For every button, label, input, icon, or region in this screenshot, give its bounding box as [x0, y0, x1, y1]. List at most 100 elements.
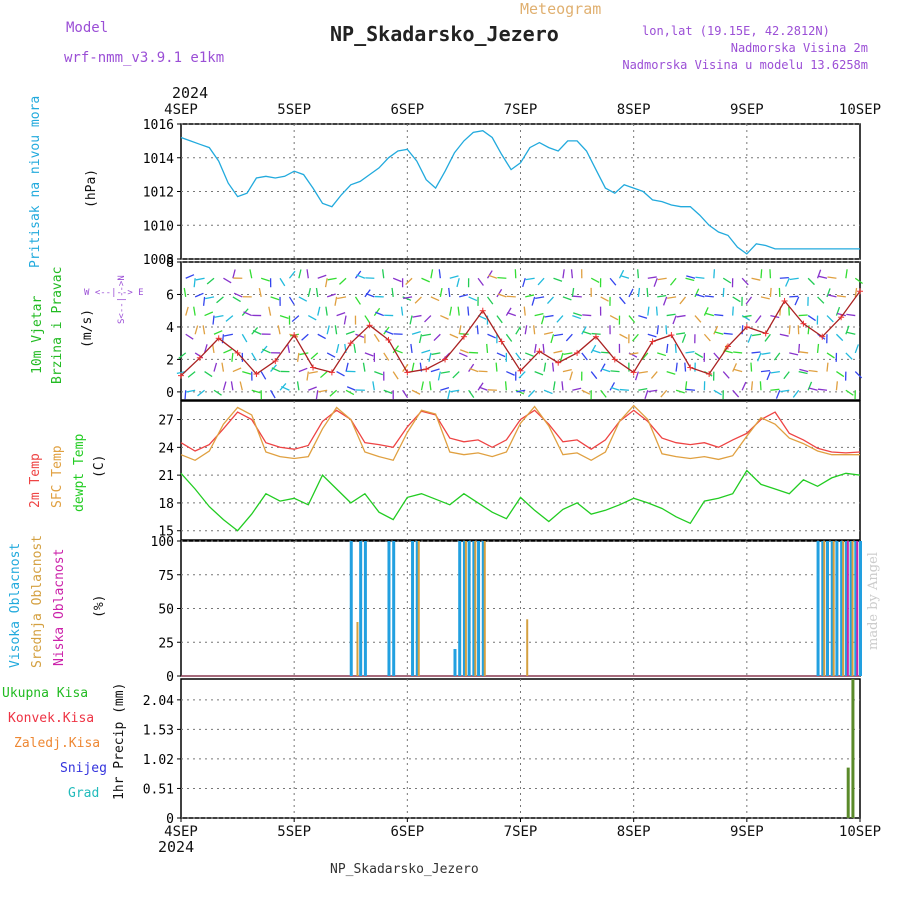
wind-arrow: [590, 277, 600, 284]
wind-arrow: [216, 296, 224, 304]
wind-arrow: [488, 274, 498, 279]
wind-arrow: [590, 344, 597, 354]
cloud-high-bar: [816, 541, 820, 676]
wind-arrow: [601, 368, 611, 373]
wind-arrow: [638, 387, 648, 391]
time-label-bottom: 10SEP: [839, 824, 881, 840]
wind-arrow: [714, 331, 724, 335]
wind-arrow: [197, 389, 205, 397]
wind-arrow: [534, 343, 537, 354]
wind-arrow: [449, 333, 459, 339]
wind-arrow: [262, 348, 271, 354]
wind-arrow: [854, 277, 863, 285]
year-bottom: 2024: [158, 838, 195, 856]
wind-arrow: [675, 362, 678, 372]
cloud-ytick-label: 25: [158, 636, 174, 651]
wind-arrow: [383, 326, 390, 335]
wind-arrow: [251, 326, 259, 335]
cloud-high-bar: [462, 541, 466, 676]
wind-arrow: [648, 389, 658, 393]
station-title: NP_Skadarsko_Jezero: [330, 22, 559, 46]
wind-arrow: [666, 370, 676, 375]
wind-arrow: [252, 329, 262, 335]
wind-arrow: [816, 269, 822, 279]
wind-label-2: Brzina i Pravac: [50, 266, 65, 384]
wind-arrow: [457, 306, 460, 316]
wind-arrow: [779, 306, 782, 316]
wind-arrow: [788, 325, 791, 335]
wind-arrow: [543, 362, 547, 372]
wind-arrow: [755, 315, 762, 324]
wind-arrow: [504, 381, 508, 391]
wind-arrow: [792, 389, 800, 398]
wind-arrow: [298, 367, 308, 373]
wind-arrow: [320, 371, 328, 379]
wind-arrow: [685, 388, 696, 391]
wind-arrow: [477, 382, 484, 391]
wind-arrow: [600, 389, 607, 398]
wind-arrow: [251, 389, 261, 394]
wind-arrow: [232, 296, 241, 303]
wind-arrow: [553, 277, 563, 282]
wind-arrow: [628, 352, 638, 358]
temp-dewpt-line: [180, 469, 861, 532]
wind-arrow: [845, 352, 853, 360]
wind-arrow: [202, 296, 206, 306]
wind-arrow: [601, 351, 611, 354]
wind-arrow: [582, 314, 592, 317]
cloud-high-bar: [467, 541, 471, 676]
cloud-high-bar: [821, 541, 825, 676]
wind-arrow: [296, 381, 300, 391]
wind-arrow: [610, 370, 620, 373]
wind-arrow: [421, 277, 430, 283]
wind-arrow: [345, 362, 349, 372]
wind-arrow: [468, 296, 478, 302]
wind-arrow: [826, 288, 831, 298]
temp-label-2m: 2m Temp: [28, 453, 43, 508]
wind-arrow: [657, 277, 667, 281]
wind-arrow: [414, 296, 422, 304]
wind-arrow: [704, 295, 714, 298]
temperature-ytick-label: 24: [158, 441, 174, 456]
wind-arrow: [433, 333, 441, 342]
wind-arrow: [364, 289, 371, 298]
wind-arrow: [657, 352, 667, 357]
wind-arrow: [306, 269, 309, 279]
wind-arrow: [600, 363, 606, 372]
pressure-ytick-label: 1014: [143, 152, 174, 167]
model-label: Model: [66, 20, 109, 36]
wind-arrow: [402, 296, 412, 301]
wind-arrow: [817, 388, 828, 391]
temp-2m-line: [180, 409, 861, 454]
wind-arrow: [260, 277, 270, 282]
wind-arrow: [421, 333, 432, 337]
wind-arrow: [230, 381, 234, 391]
wind-arrow: [251, 352, 257, 362]
cloud-high-bar: [859, 541, 862, 676]
wind-arrow: [411, 330, 421, 335]
wind-arrow: [684, 362, 687, 372]
meteogram-label: Meteogram: [520, 0, 602, 18]
time-label-top: 4SEP: [164, 102, 198, 118]
temperature-ytick-label: 21: [158, 469, 174, 484]
wind-arrow: [542, 343, 545, 353]
wind-arrow: [402, 363, 409, 372]
wind-arrow: [437, 371, 441, 381]
wind-arrow: [326, 352, 336, 358]
cloud-mid-bar: [851, 541, 854, 676]
wind-arrow: [440, 314, 449, 320]
wind-arrow: [329, 389, 338, 397]
wind-arrow: [410, 343, 413, 354]
wind-arrow: [667, 296, 677, 299]
wind-arrow: [714, 313, 724, 317]
cloud-mid-bar: [842, 541, 845, 676]
wind-arrow: [807, 381, 813, 391]
wind-arrow: [733, 351, 743, 354]
cloud-high-bar: [363, 541, 367, 676]
cloud-high-bar: [458, 541, 462, 676]
wind-arrow: [836, 371, 845, 378]
wind-arrow: [356, 274, 366, 279]
cloud-label-high: Visoka Oblacnost: [8, 542, 23, 668]
wind-arrow: [497, 277, 507, 279]
wind-arrow: [722, 277, 732, 284]
